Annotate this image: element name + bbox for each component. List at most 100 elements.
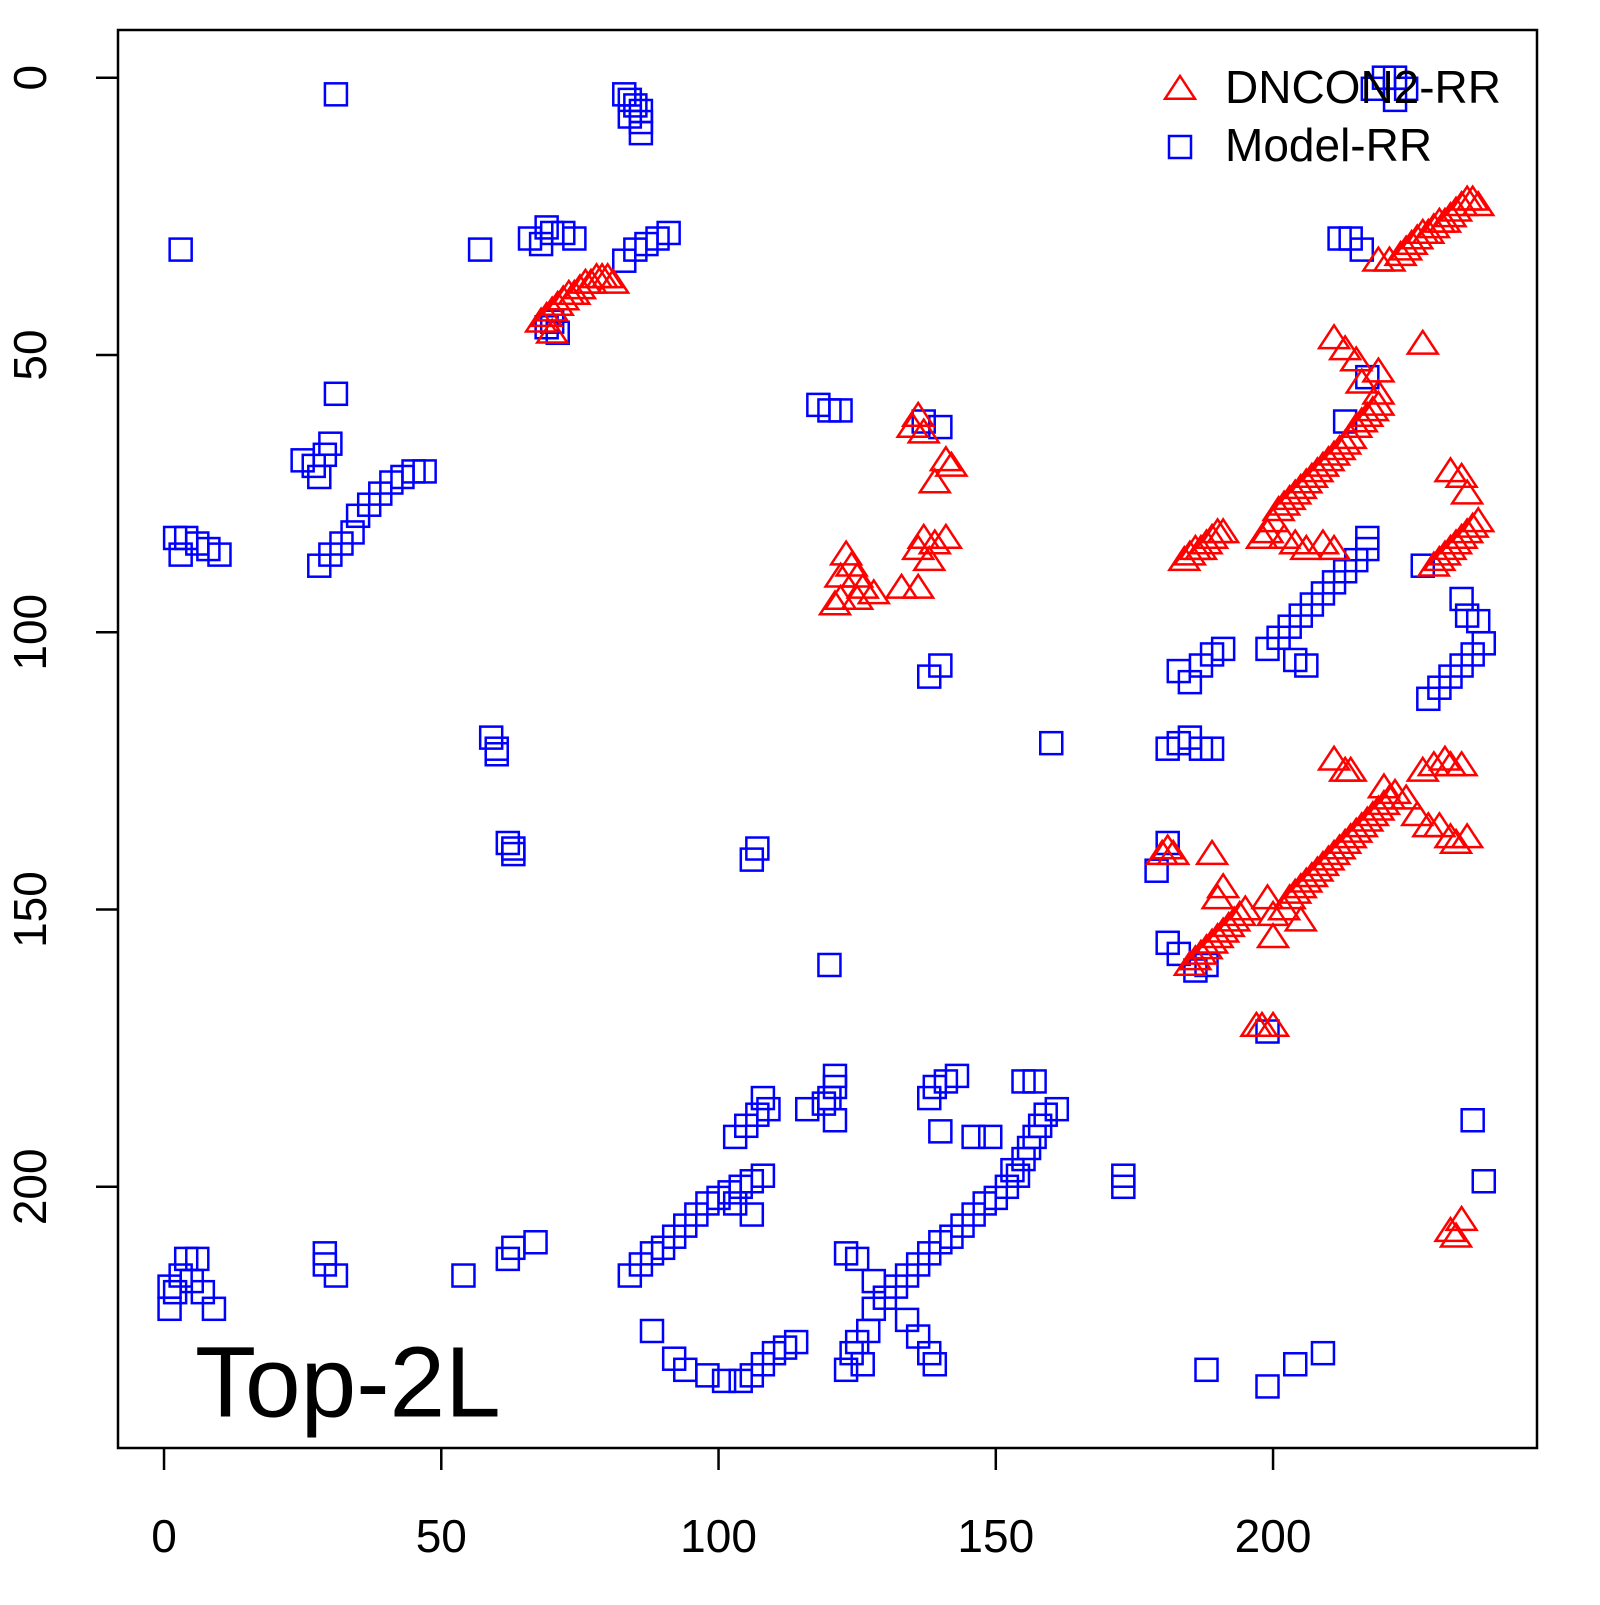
triangle-marker (1327, 334, 1363, 361)
square-marker (928, 1119, 953, 1144)
triangle-marker (934, 450, 969, 477)
square-marker (1000, 1157, 1025, 1183)
square-marker (1282, 1352, 1308, 1377)
triangle-marker (534, 317, 570, 344)
triangle-marker (1222, 899, 1258, 927)
triangle-marker (1244, 522, 1280, 549)
triangle-marker (1255, 921, 1291, 949)
triangle-marker (900, 572, 936, 599)
square-marker (1111, 1174, 1136, 1200)
triangle-marker (917, 467, 953, 494)
square-marker (307, 464, 332, 490)
x-tick-label: 100 (680, 1510, 757, 1562)
triangle-marker (1255, 1010, 1291, 1037)
triangle-marker (1405, 328, 1441, 355)
square-marker (562, 226, 587, 251)
triangle-marker (1433, 822, 1468, 849)
square-marker (1005, 1163, 1031, 1188)
square-marker (656, 220, 681, 246)
square-marker (323, 381, 349, 407)
square-marker (628, 120, 654, 146)
square-marker (739, 847, 765, 872)
triangle-marker (1416, 750, 1452, 777)
triangle-marker (1449, 478, 1485, 505)
square-marker (844, 1246, 870, 1272)
square-marker (928, 653, 953, 678)
triangle-marker (595, 267, 631, 294)
triangle-marker (1289, 533, 1324, 561)
square-marker (1210, 636, 1236, 662)
square-marker (451, 1263, 476, 1288)
square-marker (340, 520, 365, 545)
square-marker (944, 1063, 970, 1089)
square-marker (318, 431, 343, 456)
triangle-marker (1427, 744, 1463, 771)
legend-marker (1162, 73, 1198, 100)
legend-label: DNCON2-RR (1225, 61, 1501, 113)
square-marker (1349, 237, 1375, 262)
triangle-marker (590, 262, 625, 289)
triangle-marker (1316, 323, 1352, 350)
triangle-marker (1150, 833, 1185, 860)
triangle-marker (834, 550, 869, 577)
triangle-marker (900, 400, 936, 427)
triangle-marker (856, 578, 892, 605)
square-marker (523, 1230, 548, 1255)
triangle-marker (1327, 428, 1363, 455)
triangle-marker (1250, 883, 1285, 910)
square-marker (1044, 1096, 1070, 1122)
triangle-marker (839, 583, 875, 610)
x-tick-label: 50 (416, 1510, 467, 1562)
square-marker (695, 1363, 720, 1388)
triangle-marker (1205, 517, 1241, 544)
square-marker (822, 1108, 848, 1133)
square-marker (977, 1124, 1003, 1150)
square-marker (783, 1329, 809, 1355)
square-marker (639, 1318, 665, 1344)
square-marker (1310, 1340, 1336, 1366)
square-marker (1255, 1374, 1280, 1399)
triangle-marker (1444, 750, 1479, 777)
triangle-marker (823, 583, 858, 610)
square-marker (750, 1085, 776, 1111)
square-marker (1038, 730, 1064, 756)
plot-frame (116, 28, 1539, 1450)
triangle-marker (1399, 799, 1435, 827)
triangle-marker (1460, 506, 1496, 533)
triangle-marker (911, 544, 947, 572)
legend-marker (1167, 134, 1193, 160)
triangle-marker (1344, 367, 1380, 394)
square-marker (1460, 1108, 1485, 1133)
square-marker (501, 841, 526, 867)
y-tick-label: 50 (4, 329, 56, 380)
legend-label: Model-RR (1225, 119, 1432, 171)
triangle-marker (906, 417, 941, 444)
triangle-marker (928, 445, 964, 472)
square-marker (1294, 653, 1319, 678)
square-marker (961, 1124, 986, 1150)
x-tick-label: 0 (151, 1510, 177, 1562)
triangle-marker (1455, 184, 1490, 211)
triangle-marker (1372, 783, 1407, 810)
square-marker (1471, 1169, 1497, 1194)
triangle-marker (1449, 822, 1485, 849)
square-marker (168, 542, 193, 567)
square-marker (822, 1063, 848, 1089)
triangle-marker (1316, 533, 1352, 561)
triangle-marker (828, 539, 864, 566)
triangle-marker (1444, 461, 1479, 488)
triangle-marker (1455, 511, 1490, 538)
square-marker (711, 1368, 737, 1394)
square-marker (850, 1352, 875, 1377)
triangle-marker (1388, 783, 1424, 810)
triangle-marker (1366, 788, 1402, 816)
square-marker (1144, 858, 1169, 883)
square-marker (323, 1263, 349, 1288)
square-marker (484, 742, 509, 767)
triangle-marker (573, 267, 609, 294)
triangle-marker (1333, 755, 1368, 782)
triangle-marker (1283, 905, 1319, 932)
triangle-marker (1422, 811, 1457, 838)
x-tick-label: 150 (957, 1510, 1034, 1562)
